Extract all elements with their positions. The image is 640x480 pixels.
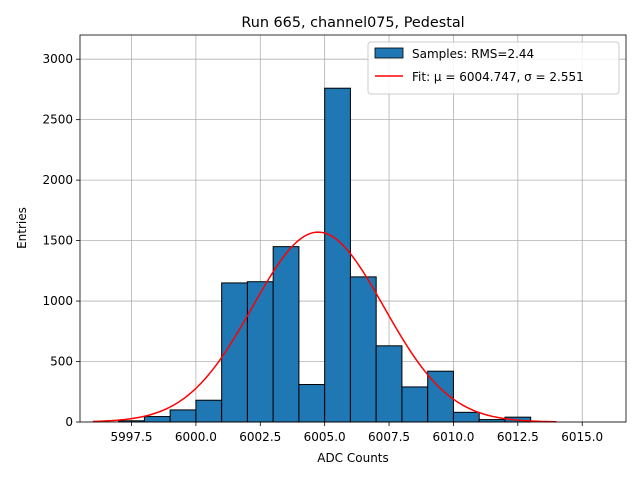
legend-samples-label: Samples: RMS=2.44 — [412, 47, 534, 61]
fit-curve — [92, 231, 557, 423]
y-tick-label-3: 1500 — [42, 234, 73, 248]
y-axis-label: Entries — [15, 207, 29, 249]
x-tick-label-0: 5997.5 — [111, 430, 153, 444]
histogram-bar-7 — [298, 384, 326, 423]
legend-fit-label: Fit: μ = 6004.747, σ = 2.551 — [412, 70, 584, 84]
histogram-bars — [118, 87, 532, 423]
legend-samples-swatch — [374, 47, 404, 59]
y-axis-ticks: 0 500 1000 1500 2000 2500 3000 — [42, 52, 80, 429]
x-tick-label-2: 6002.5 — [239, 430, 281, 444]
y-tick-label-4: 2000 — [42, 173, 73, 187]
y-tick-label-6: 3000 — [42, 52, 73, 66]
legend: Samples: RMS=2.44 Fit: μ = 6004.747, σ =… — [367, 41, 620, 95]
x-tick-label-5: 6010.0 — [432, 430, 474, 444]
x-tick-label-6: 6012.5 — [497, 430, 539, 444]
x-tick-label-3: 6005.0 — [304, 430, 346, 444]
x-axis-label: ADC Counts — [317, 451, 389, 465]
y-tick-label-0: 0 — [65, 415, 73, 429]
histogram-bar-3 — [195, 399, 223, 423]
histogram-bar-2 — [169, 409, 197, 423]
y-tick-label-5: 2500 — [42, 113, 73, 127]
y-tick-label-2: 1000 — [42, 294, 73, 308]
grid-lines — [80, 35, 626, 423]
histogram-bar-1 — [143, 416, 171, 423]
histogram-bar-9 — [349, 276, 377, 423]
histogram-bar-8 — [324, 87, 351, 423]
histogram-bar-6 — [272, 246, 300, 423]
x-axis-ticks: 5997.5 6000.0 6002.5 6005.0 6007.5 6010.0 6012… — [111, 422, 603, 444]
histogram-bar-5 — [246, 281, 274, 423]
plot-frame — [79, 34, 627, 423]
histogram-bar-13 — [452, 411, 480, 423]
x-tick-label-7: 6015.0 — [561, 430, 603, 444]
x-tick-label-4: 6007.5 — [368, 430, 410, 444]
histogram-bar-11 — [401, 386, 429, 423]
legend-box — [367, 41, 620, 95]
x-tick-label-1: 6000.0 — [175, 430, 217, 444]
y-tick-label-1: 500 — [50, 355, 73, 369]
chart-title: Run 665, channel075, Pedestal — [241, 15, 464, 31]
histogram-bar-10 — [375, 345, 403, 423]
